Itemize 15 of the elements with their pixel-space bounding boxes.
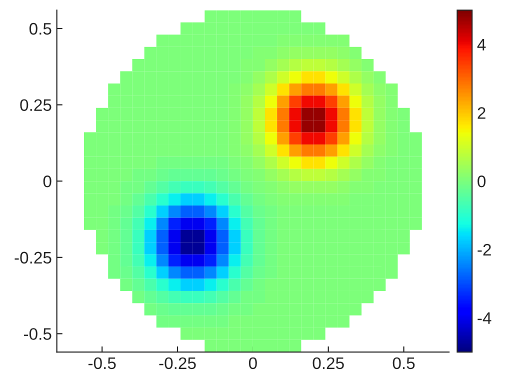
color-bar-label: 0 <box>478 176 486 188</box>
y-tick-label: 0.25 <box>20 99 52 112</box>
x-tick-label: 0 <box>248 357 257 370</box>
color-bar-label: -2 <box>478 244 491 256</box>
x-tick-label: -0.25 <box>159 357 196 370</box>
color-bar-label: 4 <box>477 38 486 50</box>
y-tick-label: 0 <box>43 176 52 188</box>
x-tick-label: 0.5 <box>392 357 415 370</box>
y-tick-label: 0.5 <box>29 22 52 35</box>
y-tick-label: -0.5 <box>24 328 52 340</box>
y-tick-label: -0.25 <box>14 252 52 264</box>
x-tick-label: -0.5 <box>88 357 116 370</box>
x-tick-label: 0.25 <box>312 357 344 370</box>
color-bar-label: -4 <box>478 312 492 324</box>
color-bar-label: 2 <box>478 107 486 119</box>
